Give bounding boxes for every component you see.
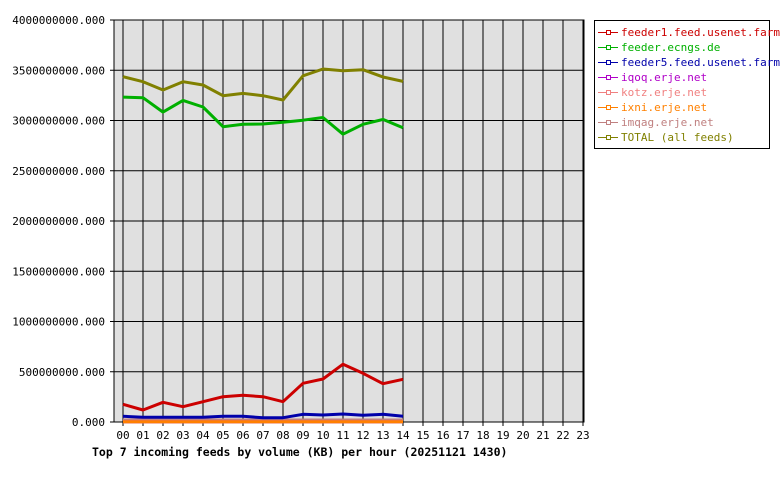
legend-swatch-icon [598, 75, 618, 80]
x-tick-label: 08 [276, 429, 289, 442]
legend-label: TOTAL (all feeds) [621, 131, 734, 144]
y-tick-label: 4000000000.000 [12, 14, 105, 27]
x-tick-label: 06 [236, 429, 249, 442]
legend-label: imqag.erje.net [621, 116, 714, 129]
legend-label: feeder1.feed.usenet.farm [621, 26, 780, 39]
legend-item: kotz.erje.net [595, 85, 769, 100]
y-tick-label: 1000000000.000 [12, 316, 105, 329]
x-tick-label: 12 [356, 429, 369, 442]
y-tick-label: 500000000.000 [19, 366, 105, 379]
y-axis: 0.000 500000000.000 1000000000.000 15000000… [12, 14, 114, 429]
x-tick-label: 02 [156, 429, 169, 442]
y-tick-label: 2000000000.000 [12, 215, 105, 228]
legend-label: iqoq.erje.net [621, 71, 708, 84]
legend-swatch-icon [598, 60, 618, 65]
x-tick-label: 17 [456, 429, 469, 442]
data-series [122, 67, 404, 424]
x-tick-label: 04 [196, 429, 210, 442]
y-tick-label: 3000000000.000 [12, 115, 105, 128]
y-tick-label: 2500000000.000 [12, 165, 105, 178]
legend-swatch-icon [598, 45, 618, 50]
legend: feeder1.feed.usenet.farm feeder.ecngs.de… [594, 20, 780, 149]
chart-title: Top 7 incoming feeds by volume (KB) per … [92, 445, 508, 459]
x-tick-label: 18 [476, 429, 489, 442]
x-tick-label: 05 [216, 429, 229, 442]
legend-item: feeder.ecngs.de [595, 40, 769, 55]
x-tick-label: 00 [116, 429, 129, 442]
x-tick-label: 19 [496, 429, 509, 442]
series-line [122, 95, 404, 136]
legend-label: kotz.erje.net [621, 86, 708, 99]
x-tick-label: 22 [556, 429, 569, 442]
x-tick-label: 10 [316, 429, 329, 442]
x-tick-label: 01 [136, 429, 149, 442]
legend-item: iqoq.erje.net [595, 70, 769, 85]
legend-label: ixni.erje.net [621, 101, 708, 114]
x-tick-label: 20 [516, 429, 529, 442]
legend-swatch-icon [598, 135, 618, 140]
x-tick-label: 14 [396, 429, 410, 442]
legend-item: imqag.erje.net [595, 115, 769, 130]
x-tick-label: 13 [376, 429, 389, 442]
legend-swatch-icon [598, 30, 618, 35]
y-tick-label: 3500000000.000 [12, 64, 105, 77]
grid-lines [114, 19, 584, 423]
legend-label: feeder.ecngs.de [621, 41, 721, 54]
y-tick-label: 1500000000.000 [12, 265, 105, 278]
x-tick-label: 23 [576, 429, 589, 442]
x-tick-label: 07 [256, 429, 269, 442]
legend-item: feeder1.feed.usenet.farm [595, 25, 780, 40]
x-tick-label: 21 [536, 429, 549, 442]
x-axis: 00 01 02 03 04 05 06 07 08 09 10 11 12 13 14 15 16 17 18 19… [116, 422, 590, 442]
series-line [122, 362, 404, 412]
x-tick-label: 11 [336, 429, 349, 442]
legend-swatch-icon [598, 90, 618, 95]
legend-swatch-icon [598, 105, 618, 110]
y-tick-label: 0.000 [72, 416, 105, 429]
x-tick-label: 15 [416, 429, 429, 442]
series-line [122, 67, 404, 102]
legend-label: feeder5.feed.usenet.farm [621, 56, 780, 69]
x-tick-label: 16 [436, 429, 449, 442]
x-tick-label: 03 [176, 429, 189, 442]
legend-item: feeder5.feed.usenet.farm [595, 55, 780, 70]
legend-item: ixni.erje.net [595, 100, 769, 115]
legend-item: TOTAL (all feeds) [595, 130, 769, 145]
series-line [122, 412, 404, 420]
legend-swatch-icon [598, 120, 618, 125]
x-tick-label: 09 [296, 429, 309, 442]
